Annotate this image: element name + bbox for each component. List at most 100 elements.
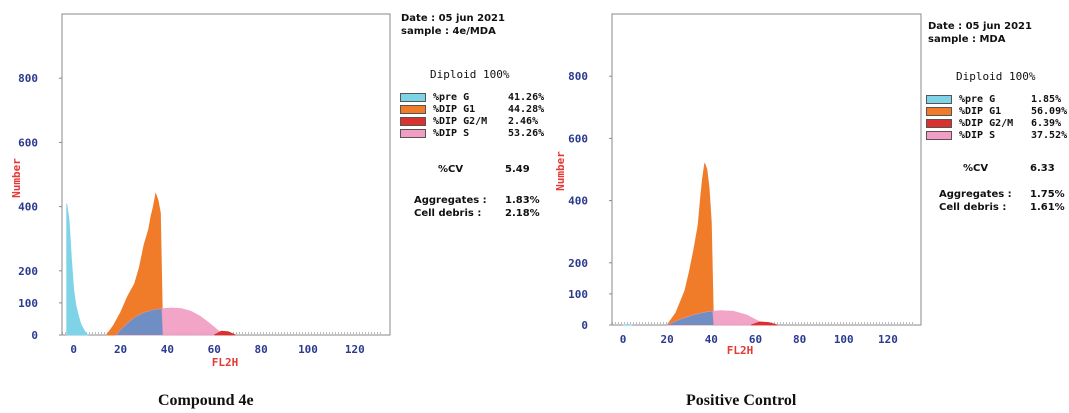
- series-area-dip-g2-m: [750, 321, 778, 326]
- legend-value: 41.26%: [508, 92, 545, 103]
- series-area-dip-g1: [666, 163, 714, 326]
- legend-swatch: [926, 107, 952, 116]
- x-axis-label: FL2H: [727, 344, 754, 357]
- legend-item: %DIP S 37.52%: [926, 130, 1069, 142]
- legend-swatch: [400, 105, 426, 114]
- legend-name: %DIP G2/M: [433, 116, 488, 127]
- caption-right: Positive Control: [686, 392, 797, 409]
- y-axis-label: Number: [554, 151, 567, 191]
- y-tick-label: 600: [568, 132, 588, 145]
- cv-label: %CV: [963, 163, 989, 174]
- aggregates-label: Aggregates :: [939, 189, 1012, 200]
- aggregates-value: 1.75%: [1030, 189, 1065, 200]
- plot-frame: [61, 13, 391, 336]
- date-label: Date : 05 jun 2021: [928, 21, 1032, 32]
- x-tick-label: 100: [298, 343, 318, 356]
- chart-panel-left: 0 100 200 400 600 800 0 20 40 60 80 100 120 FL2H Numbe…: [10, 12, 560, 409]
- legend-left: %pre G 41.26% %DIP G1 44.28% %DIP G2/M 2.46%%…: [400, 92, 560, 140]
- legend-swatch: [926, 119, 952, 128]
- series-area-pre-g: [622, 323, 632, 326]
- caption-left: Compound 4e: [158, 392, 254, 409]
- legend-name: %DIP G1: [959, 106, 1002, 117]
- legend-item: %DIP G2/M 2.46%: [400, 116, 560, 128]
- legend-name: %DIP G1: [433, 104, 476, 115]
- cv-value: 5.49: [505, 164, 530, 175]
- x-axis-label: FL2H: [212, 356, 239, 369]
- legend-value: 44.28%: [508, 104, 545, 115]
- legend-value: 37.52%: [1031, 130, 1068, 141]
- overlap-area: [115, 308, 163, 335]
- legend-right: %pre G 1.85% %DIP G1 56.09% %DIP G2/M 6.39% %D…: [926, 94, 1069, 142]
- date-label: Date : 05 jun 2021: [401, 13, 505, 24]
- sample-label: sample : MDA: [928, 34, 1006, 45]
- diploid-label: Diploid 100%: [956, 70, 1036, 83]
- legend-swatch: [400, 93, 426, 102]
- y-axis-label: Number: [10, 158, 23, 198]
- y-tick-label: 100: [568, 288, 588, 301]
- legend-name: %DIP G2/M: [959, 118, 1014, 129]
- legend-swatch: [926, 95, 952, 104]
- x-tick-label: 80: [255, 343, 268, 356]
- series-area-dip-g1: [105, 192, 164, 336]
- x-tick-label: 100: [834, 333, 854, 346]
- legend-name: %pre G: [959, 94, 996, 105]
- legend-value: 2.46%: [508, 116, 539, 127]
- y-tick-label: 200: [568, 257, 588, 270]
- plot-frame: [611, 13, 922, 326]
- x-tick-label: 0: [70, 343, 77, 356]
- sample-label: sample : 4e/MDA: [401, 26, 496, 37]
- aggregates-value: 1.83%: [505, 195, 540, 206]
- x-tick-label: 20: [661, 333, 674, 346]
- y-tick-label: 0: [31, 329, 38, 342]
- info-block-right: Date : 05 jun 2021 sample : MDA: [928, 20, 1032, 46]
- legend-item: %pre G 41.26%: [400, 92, 560, 104]
- legend-value: 6.39%: [1031, 118, 1062, 129]
- legend-value: 53.26%: [508, 128, 545, 139]
- legend-item: %pre G 1.85%: [926, 94, 1069, 106]
- chart-panel-right: 0 100 200 400 600 800 0 20 40 60 80 100 120 FL2H Numbe…: [540, 0, 1069, 413]
- legend-value: 56.09%: [1031, 106, 1068, 117]
- y-tick-label: 0: [581, 319, 588, 332]
- legend-item: %DIP S 53.26%: [400, 128, 560, 140]
- x-tick-label: 60: [749, 333, 762, 346]
- y-tick-label: 200: [18, 265, 38, 278]
- x-tick-label: 80: [793, 333, 806, 346]
- x-tick-label: 20: [114, 343, 127, 356]
- info-block-left: Date : 05 jun 2021 sample : 4e/MDA: [401, 12, 505, 38]
- overlap-area: [667, 311, 714, 325]
- series-area-pre-g: [66, 203, 89, 336]
- debris-label: Cell debris :: [414, 208, 482, 219]
- y-tick-label: 800: [568, 70, 588, 83]
- aggregates-label: Aggregates :: [414, 195, 487, 206]
- series-area-dip-g2-m: [214, 330, 236, 336]
- legend-item: %DIP G1 56.09%: [926, 106, 1069, 118]
- legend-name: %DIP S: [959, 130, 996, 141]
- debris-label: Cell debris :: [939, 202, 1007, 213]
- x-tick-label: 40: [705, 333, 718, 346]
- x-tick-label: 40: [161, 343, 174, 356]
- x-tick-label: 0: [620, 333, 627, 346]
- y-tick-label: 400: [568, 195, 588, 208]
- legend-name: %pre G: [433, 92, 470, 103]
- legend-swatch: [400, 117, 426, 126]
- x-tick-label: 120: [878, 333, 898, 346]
- debris-value: 2.18%: [505, 208, 540, 219]
- histogram-plot-left: 0 100 200 400 600 800 0 20 40 60 80 100 120 FL2H Numbe…: [10, 13, 391, 369]
- x-tick-label: 60: [208, 343, 221, 356]
- y-tick-label: 800: [18, 72, 38, 85]
- histogram-plot-right: 0 100 200 400 600 800 0 20 40 60 80 100 120 FL2H Numbe…: [554, 13, 922, 357]
- legend-name: %DIP S: [433, 128, 470, 139]
- y-tick-label: 400: [18, 201, 38, 214]
- debris-value: 1.61%: [1030, 202, 1065, 213]
- legend-value: 1.85%: [1031, 94, 1062, 105]
- x-tick-label: 120: [345, 343, 365, 356]
- legend-swatch: [926, 131, 952, 140]
- y-tick-label: 100: [18, 297, 38, 310]
- y-tick-label: 600: [18, 136, 38, 149]
- cv-value: 6.33: [1030, 163, 1055, 174]
- legend-item: %DIP G2/M 6.39%: [926, 118, 1069, 130]
- legend-item: %DIP G1 44.28%: [400, 104, 560, 116]
- legend-swatch: [400, 129, 426, 138]
- diploid-label: Diploid 100%: [430, 68, 510, 81]
- cv-label: %CV: [438, 164, 464, 175]
